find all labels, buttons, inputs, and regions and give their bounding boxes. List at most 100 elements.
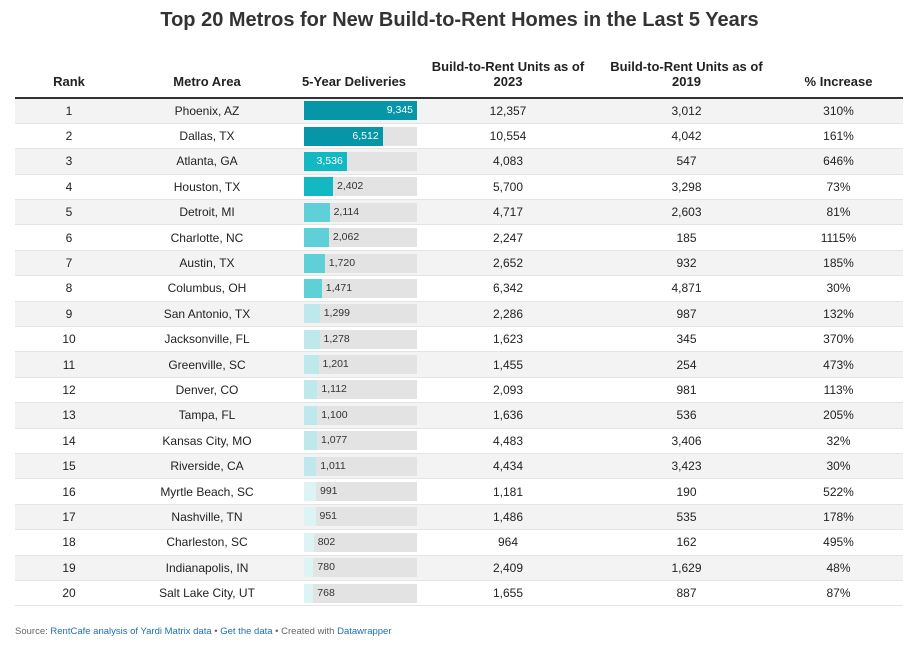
units-2019-cell: 3,012 xyxy=(599,98,774,124)
deliveries-bar xyxy=(304,228,329,248)
deliveries-cell: 1,201 xyxy=(291,351,417,378)
deliveries-cell: 1,471 xyxy=(291,275,417,302)
deliveries-label: 2,114 xyxy=(333,205,360,218)
deliveries-cell: 2,402 xyxy=(291,174,417,201)
deliveries-bar-track: 768 xyxy=(304,583,417,603)
rank-cell: 13 xyxy=(15,402,123,429)
table-body: 1 Phoenix, AZ 9,345 12,357 3,012 310% 2 Dallas,… xyxy=(15,98,903,607)
deliveries-label: 1,720 xyxy=(328,256,356,269)
metro-cell: Austin, TX xyxy=(123,250,291,277)
deliveries-bar xyxy=(304,583,314,603)
rank-cell: 11 xyxy=(15,351,123,378)
deliveries-cell: 768 xyxy=(291,580,417,607)
header-units-2019[interactable]: Build-to-Rent Units as of 2019 xyxy=(599,56,774,99)
deliveries-bar xyxy=(304,558,314,578)
deliveries-cell: 1,299 xyxy=(291,301,417,328)
table-row: 4 Houston, TX 2,402 5,700 3,298 73% xyxy=(15,174,903,201)
deliveries-cell: 1,011 xyxy=(291,453,417,480)
rank-cell: 12 xyxy=(15,377,123,404)
table-row: 7 Austin, TX 1,720 2,652 932 185% xyxy=(15,250,903,277)
metro-cell: Charleston, SC xyxy=(123,529,291,556)
header-metro[interactable]: Metro Area xyxy=(123,56,291,99)
deliveries-bar-track: 2,402 xyxy=(304,177,417,197)
table-row: 3 Atlanta, GA 3,536 4,083 547 646% xyxy=(15,148,903,175)
deliveries-bar-track: 1,278 xyxy=(304,329,417,349)
footer-separator: • xyxy=(211,626,221,637)
deliveries-bar-track: 1,471 xyxy=(304,278,417,298)
deliveries-cell: 780 xyxy=(291,555,417,581)
rank-cell: 14 xyxy=(15,428,123,454)
deliveries-bar-track: 1,112 xyxy=(304,380,417,400)
deliveries-label: 1,278 xyxy=(323,332,350,345)
rank-cell: 7 xyxy=(15,250,123,277)
units-2023-cell: 6,342 xyxy=(417,275,599,302)
units-2019-cell: 162 xyxy=(599,529,774,556)
increase-cell: 185% xyxy=(774,250,903,277)
deliveries-label: 802 xyxy=(317,535,336,548)
deliveries-bar-track: 1,299 xyxy=(304,304,417,324)
deliveries-bar-track: 1,201 xyxy=(304,355,417,375)
units-2019-cell: 535 xyxy=(599,504,774,531)
metro-cell: Myrtle Beach, SC xyxy=(123,478,291,505)
deliveries-label: 1,077 xyxy=(321,434,348,447)
units-2019-cell: 981 xyxy=(599,377,774,404)
increase-cell: 73% xyxy=(774,174,903,201)
header-deliveries[interactable]: 5-Year Deliveries xyxy=(291,56,417,99)
increase-cell: 81% xyxy=(774,199,903,226)
deliveries-label: 6,512 xyxy=(352,129,379,142)
rank-cell: 1 xyxy=(15,98,123,124)
deliveries-cell: 1,720 xyxy=(291,250,417,277)
header-increase[interactable]: % Increase xyxy=(774,56,903,99)
metro-cell: Detroit, MI xyxy=(123,199,291,226)
rank-cell: 16 xyxy=(15,478,123,505)
rank-cell: 4 xyxy=(15,174,123,201)
increase-cell: 113% xyxy=(774,377,903,404)
deliveries-label: 9,345 xyxy=(386,104,413,117)
header-rank[interactable]: Rank xyxy=(15,56,123,99)
increase-cell: 161% xyxy=(774,123,903,150)
deliveries-bar xyxy=(304,532,314,552)
units-2023-cell: 4,717 xyxy=(417,199,599,226)
deliveries-bar xyxy=(304,431,317,451)
table-row: 17 Nashville, TN 951 1,486 535 178% xyxy=(15,504,903,531)
units-2019-cell: 987 xyxy=(599,301,774,328)
table-row: 11 Greenville, SC 1,201 1,455 254 473% xyxy=(15,351,903,378)
metro-cell: San Antonio, TX xyxy=(123,301,291,328)
deliveries-cell: 802 xyxy=(291,529,417,556)
deliveries-bar xyxy=(304,177,333,197)
metro-cell: Tampa, FL xyxy=(123,402,291,429)
table-row: 14 Kansas City, MO 1,077 4,483 3,406 32% xyxy=(15,428,903,454)
units-2019-cell: 345 xyxy=(599,326,774,353)
increase-cell: 30% xyxy=(774,453,903,480)
table-row: 15 Riverside, CA 1,011 4,434 3,423 30% xyxy=(15,453,903,480)
metro-cell: Kansas City, MO xyxy=(123,428,291,454)
deliveries-label: 991 xyxy=(320,485,338,498)
units-2023-cell: 2,409 xyxy=(417,555,599,581)
metro-cell: Denver, CO xyxy=(123,377,291,404)
header-units-2023[interactable]: Build-to-Rent Units as of 2023 xyxy=(417,56,599,99)
source-prefix: Source: xyxy=(15,626,51,637)
deliveries-cell: 951 xyxy=(291,504,417,531)
deliveries-bar xyxy=(304,202,330,222)
deliveries-cell: 1,077 xyxy=(291,428,417,454)
source-link[interactable]: RentCafe analysis of Yardi Matrix data xyxy=(50,626,212,637)
increase-cell: 132% xyxy=(774,301,903,328)
deliveries-bar xyxy=(304,304,320,324)
units-2023-cell: 4,434 xyxy=(417,453,599,480)
metro-cell: Atlanta, GA xyxy=(123,148,291,175)
deliveries-cell: 2,062 xyxy=(291,224,417,251)
deliveries-label: 1,201 xyxy=(322,358,349,371)
metro-cell: Greenville, SC xyxy=(123,351,291,378)
units-2023-cell: 964 xyxy=(417,529,599,556)
footer: Source: RentCafe analysis of Yardi Matri… xyxy=(15,626,392,637)
deliveries-bar xyxy=(304,405,318,425)
units-2023-cell: 2,093 xyxy=(417,377,599,404)
deliveries-label: 768 xyxy=(317,586,335,599)
deliveries-bar xyxy=(304,253,325,273)
datawrapper-link[interactable]: Datawrapper xyxy=(337,626,392,637)
table-row: 18 Charleston, SC 802 964 162 495% xyxy=(15,529,903,556)
increase-cell: 310% xyxy=(774,98,903,124)
deliveries-bar-track: 802 xyxy=(304,532,417,552)
get-data-link[interactable]: Get the data xyxy=(220,626,273,637)
deliveries-label: 1,471 xyxy=(325,281,353,294)
